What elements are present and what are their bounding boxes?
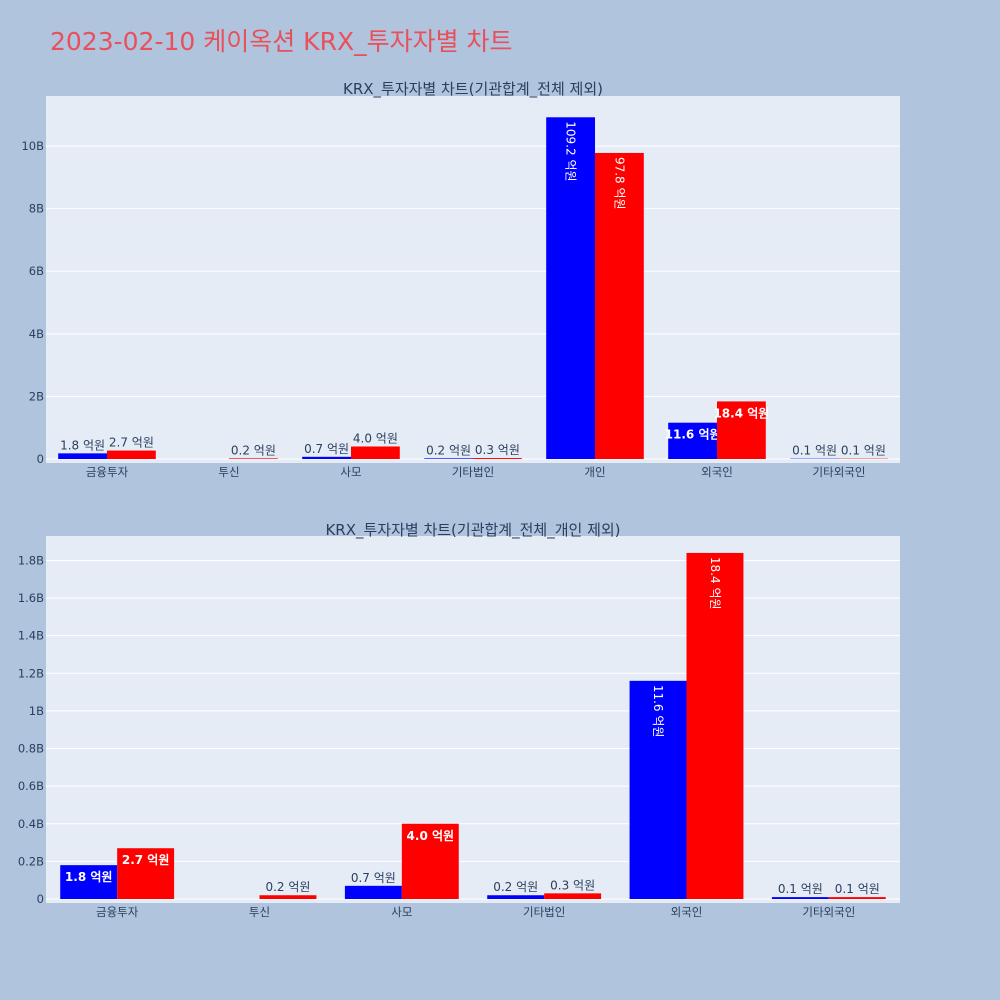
y-tick-label: 4B <box>29 327 44 341</box>
data-label: 0.1 억원 <box>778 882 823 896</box>
y-tick-label: 0.4B <box>18 817 44 831</box>
data-label: 0.1 억원 <box>835 882 880 896</box>
x-tick-label: 기타법인 <box>523 905 565 919</box>
data-label: 0.2 억원 <box>426 443 471 457</box>
data-label: 97.8 억원 <box>612 157 626 210</box>
chart-2: 0 0.2B 0.4B 0.6B 0.8B 1B 1.2B 1.4B 1.6B 1.8B KRX_투… <box>18 521 900 919</box>
bar <box>717 401 766 459</box>
y-tick-label: 1.6B <box>18 591 44 605</box>
data-label: 2.7 억원 <box>122 853 170 867</box>
data-label: 18.4 억원 <box>713 406 769 420</box>
x-tick-label: 금융투자 <box>96 905 139 919</box>
bar <box>629 680 687 899</box>
subplot-title: KRX_투자자별 차트(기관합계_전체_개인 제외) <box>325 521 620 540</box>
x-tick-label: 사모 <box>391 905 412 919</box>
data-label: 1.8 억원 <box>60 438 105 452</box>
bar <box>259 895 317 899</box>
y-tick-label: 6B <box>29 264 44 278</box>
plot-area <box>46 536 900 903</box>
bar <box>828 897 886 899</box>
page-title: 2023-02-10 케이옥션 KRX_투자자별 차트 <box>50 27 513 56</box>
bar <box>117 848 175 899</box>
y-tick-label: 0 <box>37 892 44 906</box>
data-label: 0.7 억원 <box>351 871 396 885</box>
bar <box>344 885 402 899</box>
x-tick-label: 기타외국인 <box>813 465 866 479</box>
data-label: 109.2 억원 <box>564 121 578 181</box>
data-label: 0.7 억원 <box>304 442 349 456</box>
data-label: 0.3 억원 <box>475 443 520 457</box>
data-label: 0.1 억원 <box>841 444 886 458</box>
chart-1: 0 2B 4B 6B 8B 10B KRX_투자자별 차트(기관합계_전체 제외) 금융투자 1… <box>21 80 900 479</box>
y-tick-label: 8B <box>29 202 44 216</box>
bar <box>546 117 595 460</box>
y-tick-label: 10B <box>21 139 44 153</box>
x-tick-label: 개인 <box>584 465 605 479</box>
data-label: 18.4 억원 <box>708 557 722 610</box>
bar <box>771 897 829 899</box>
y-tick-label: 1.2B <box>18 666 44 680</box>
plot-area <box>46 96 900 463</box>
x-tick-label: 기타외국인 <box>802 905 855 919</box>
bar <box>686 552 744 899</box>
data-label: 0.3 억원 <box>550 878 595 892</box>
y-tick-label: 0.6B <box>18 779 44 793</box>
x-tick-label: 투신 <box>218 465 239 479</box>
data-label: 0.2 억원 <box>265 880 310 894</box>
bar <box>544 893 602 899</box>
y-tick-label: 1.4B <box>18 629 44 643</box>
bar <box>668 422 717 459</box>
bar <box>401 823 459 899</box>
x-tick-label: 금융투자 <box>86 465 129 479</box>
y-tick-label: 2B <box>29 389 44 403</box>
y-tick-label: 1.8B <box>18 553 44 567</box>
bar <box>595 152 644 460</box>
x-tick-label: 외국인 <box>701 465 733 479</box>
data-label: 4.0 억원 <box>407 829 455 843</box>
data-label: 1.8 억원 <box>65 870 113 884</box>
y-tick-label: 0.2B <box>18 854 44 868</box>
subplot-title: KRX_투자자별 차트(기관합계_전체 제외) <box>343 80 603 99</box>
bar <box>107 450 156 459</box>
x-tick-label: 투신 <box>249 905 270 919</box>
bar <box>351 446 400 459</box>
x-tick-label: 외국인 <box>671 905 703 919</box>
bar <box>473 458 522 459</box>
bar <box>424 458 473 459</box>
data-label: 2.7 억원 <box>109 436 154 450</box>
data-label: 11.6 억원 <box>665 428 721 442</box>
bar <box>487 895 545 899</box>
y-tick-label: 1B <box>29 704 44 718</box>
data-label: 0.1 억원 <box>792 444 837 458</box>
data-label: 0.2 억원 <box>231 443 276 457</box>
bar <box>58 453 107 459</box>
y-tick-label: 0 <box>37 452 44 466</box>
bar <box>229 458 278 459</box>
bar <box>302 456 351 459</box>
y-tick-label: 0.8B <box>18 742 44 756</box>
x-tick-label: 사모 <box>340 465 361 479</box>
data-label: 4.0 억원 <box>353 431 398 445</box>
x-tick-label: 기타법인 <box>452 465 494 479</box>
data-label: 0.2 억원 <box>493 880 538 894</box>
data-label: 11.6 억원 <box>651 685 665 738</box>
bar <box>60 865 118 899</box>
